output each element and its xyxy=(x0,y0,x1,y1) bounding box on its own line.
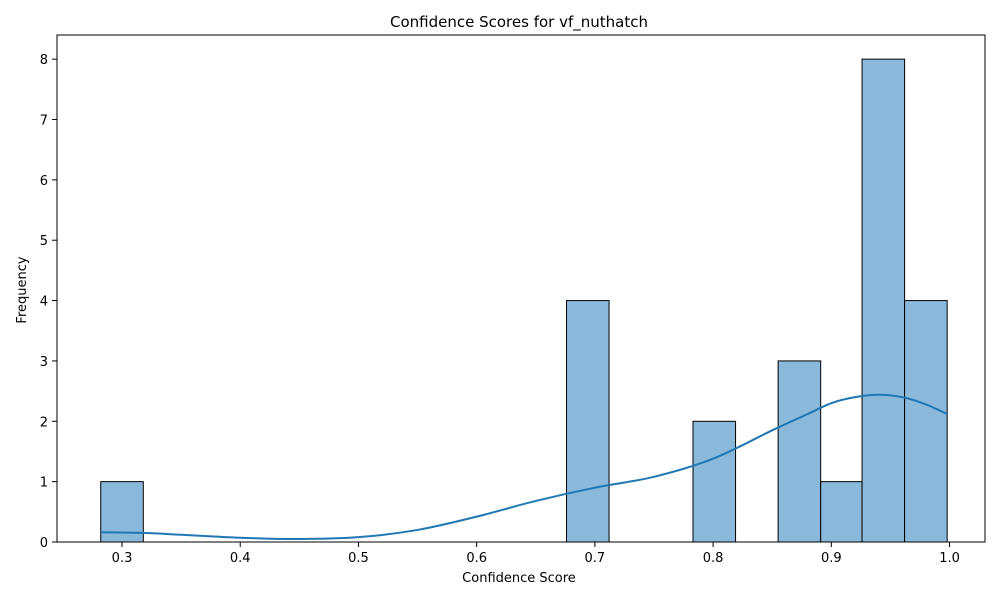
x-tick-label: 0.7 xyxy=(585,551,606,566)
histogram-bar xyxy=(692,420,737,543)
y-axis-ticks: 0 1 2 3 4 5 6 7 8 xyxy=(40,53,57,551)
y-tick-label: 6 xyxy=(40,174,48,189)
x-axis-label: Confidence Score xyxy=(462,571,576,586)
y-tick-label: 0 xyxy=(40,536,48,551)
y-tick-label: 3 xyxy=(40,355,48,370)
y-tick-label: 2 xyxy=(40,415,48,430)
x-tick-label: 0.9 xyxy=(821,551,842,566)
chart-title: Confidence Scores for vf_nuthatch xyxy=(390,13,648,32)
x-tick-label: 0.6 xyxy=(466,551,487,566)
y-tick-label: 4 xyxy=(40,295,48,310)
histogram-bar xyxy=(777,360,822,543)
kde-curve xyxy=(100,393,948,540)
y-axis-label: Frequency xyxy=(15,256,30,323)
y-tick-label: 7 xyxy=(40,114,48,129)
y-tick-label: 1 xyxy=(40,476,48,491)
plot-area-frame xyxy=(56,34,986,543)
histogram-bar xyxy=(820,481,863,543)
x-tick-label: 0.5 xyxy=(348,551,369,566)
histogram-bar xyxy=(904,300,948,543)
y-tick-label: 5 xyxy=(40,234,48,249)
histogram-bar xyxy=(566,300,610,543)
y-tick-label: 8 xyxy=(40,53,48,68)
x-axis-ticks: 0.3 0.4 0.5 0.6 0.7 0.8 0.9 1.0 xyxy=(112,542,960,566)
x-tick-label: 0.8 xyxy=(703,551,724,566)
bars-group xyxy=(100,58,948,543)
histogram-bar xyxy=(861,58,906,543)
x-tick-label: 0.3 xyxy=(112,551,133,566)
x-tick-label: 0.4 xyxy=(230,551,251,566)
x-tick-label: 1.0 xyxy=(939,551,960,566)
